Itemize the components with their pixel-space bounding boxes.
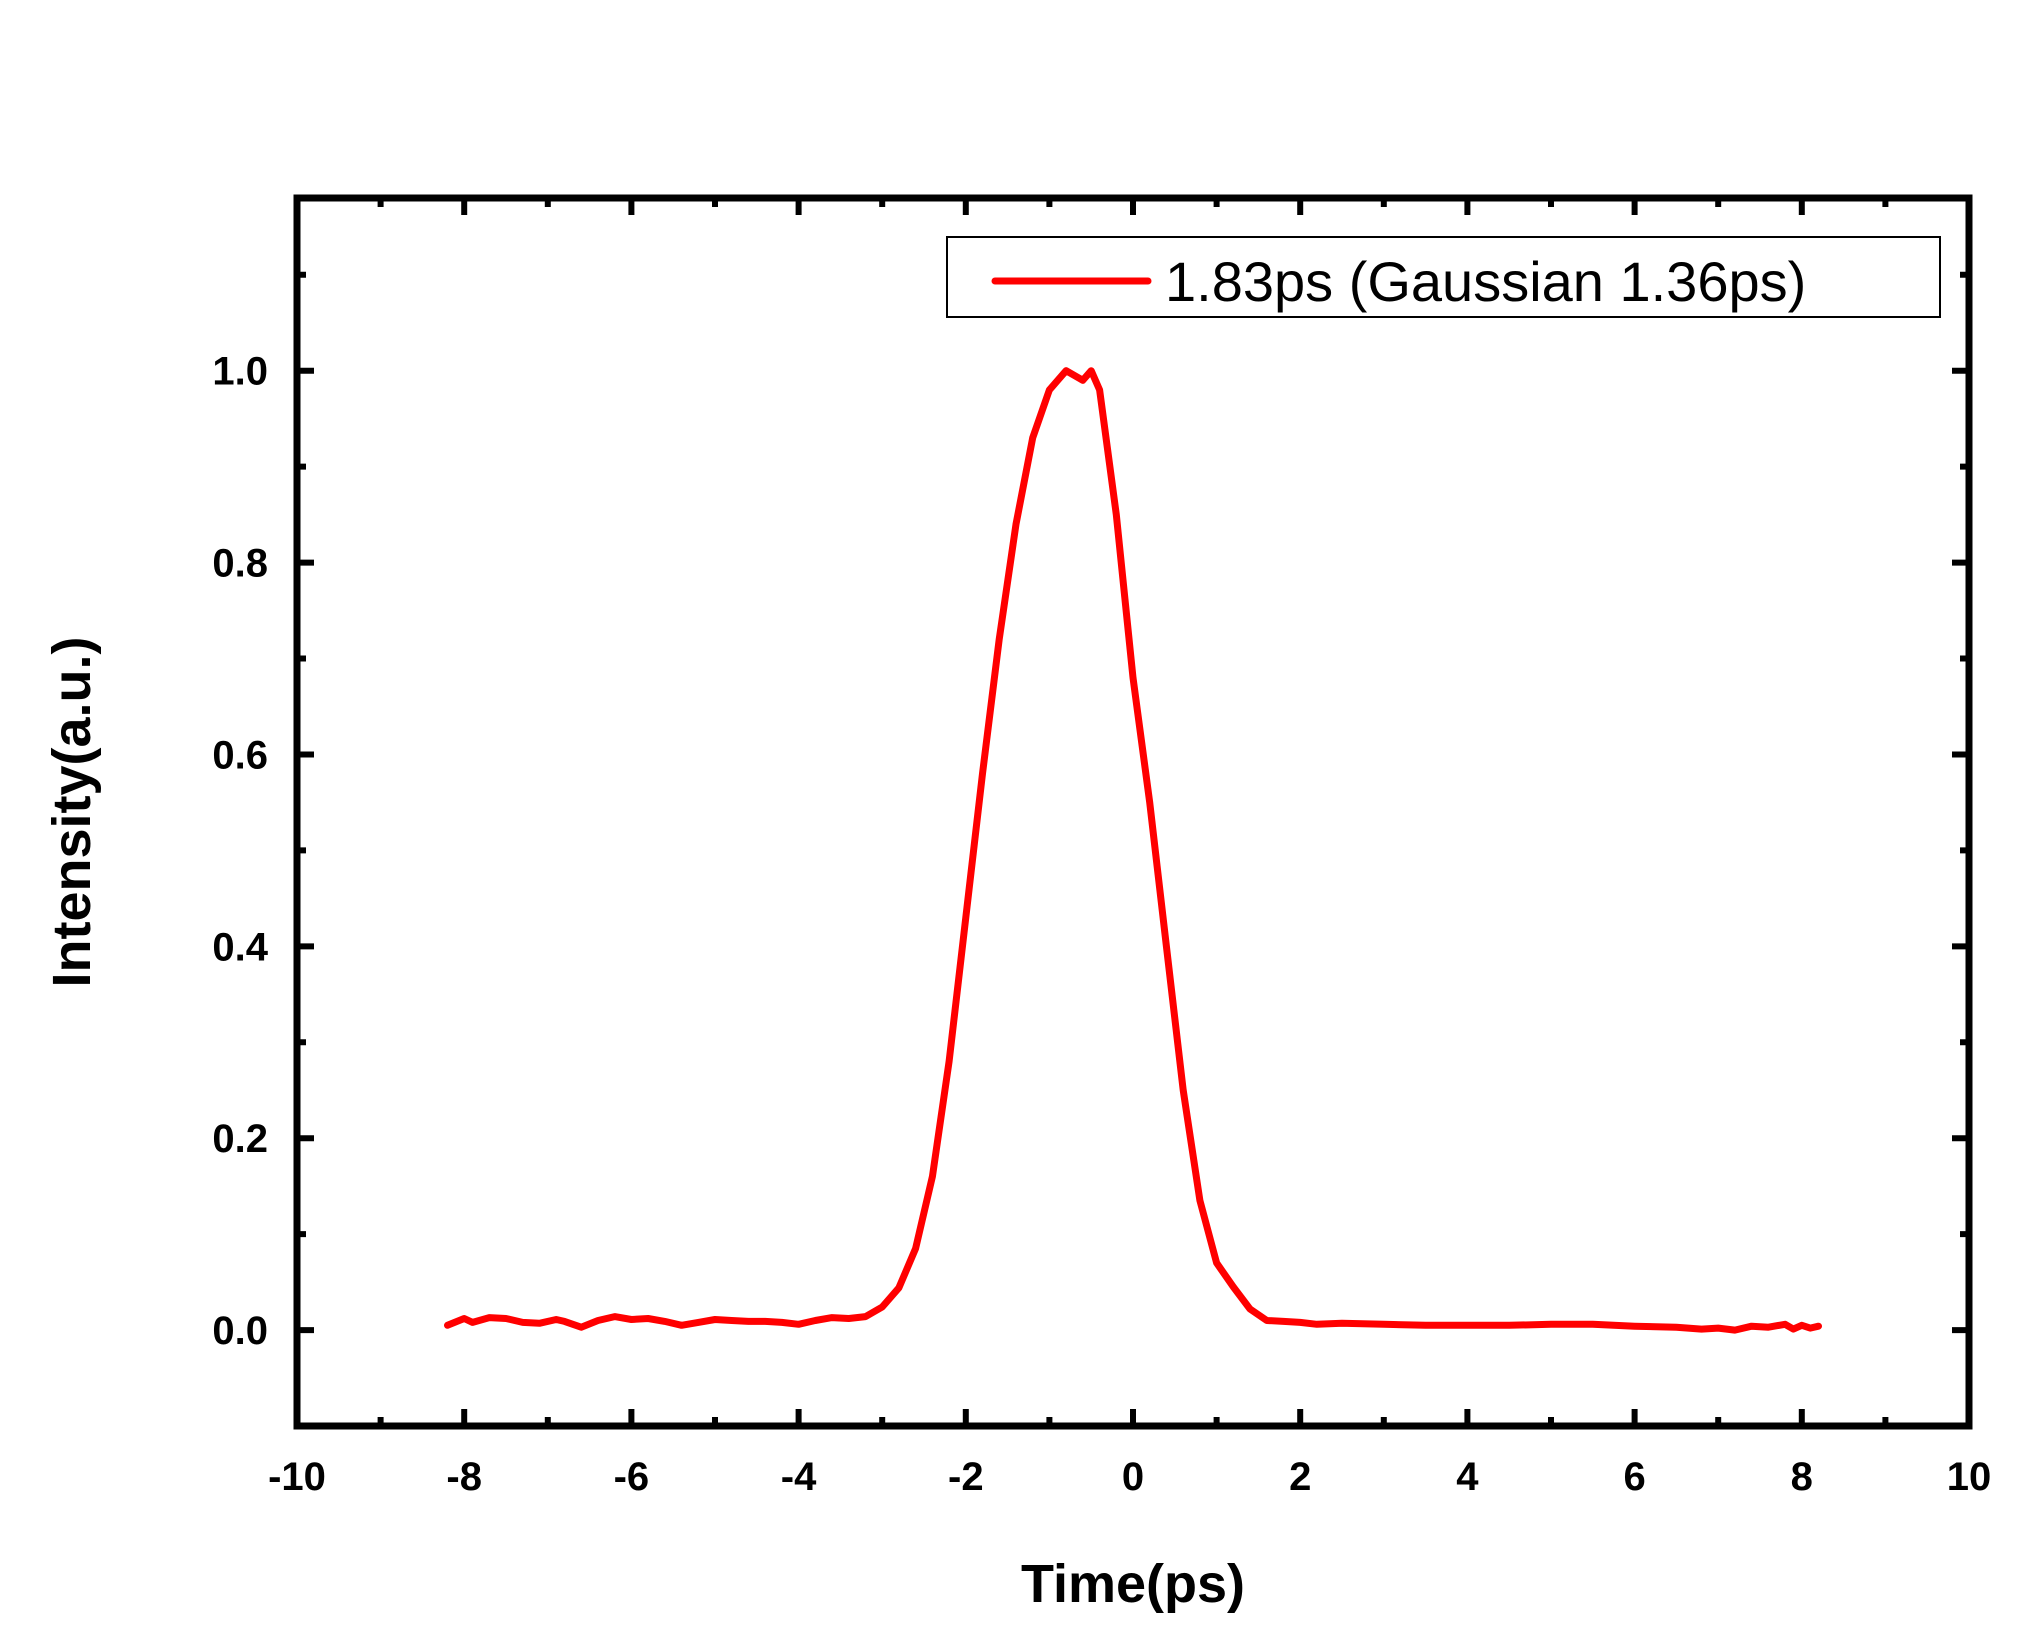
legend-label: 1.83ps (Gaussian 1.36ps) — [1165, 250, 1806, 313]
x-tick-label: 10 — [1947, 1455, 1992, 1499]
labels-layer: -10 -8 -6 -4 -2 0 2 4 6 8 10 0.0 0.2 0.4 0.6 0.8 1.0 — [212, 350, 1991, 1499]
y-tick-label: 0.4 — [212, 925, 268, 969]
x-tick-label: -6 — [614, 1455, 650, 1499]
x-tick-label: -4 — [781, 1455, 817, 1499]
y-tick-label: 0.8 — [212, 542, 268, 586]
legend-box — [946, 236, 1941, 318]
legend: 1.83ps (Gaussian 1.36ps) — [946, 236, 1941, 318]
x-tick-label: 2 — [1289, 1455, 1311, 1499]
plot-frame — [293, 194, 1973, 1430]
y-tick-label: 0.0 — [212, 1309, 268, 1353]
series-line — [444, 367, 1822, 1334]
y-tick-label: 1.0 — [212, 350, 268, 394]
series-layer — [444, 367, 1822, 1334]
y-tick-label: 0.6 — [212, 733, 268, 777]
x-tick-label: 0 — [1122, 1455, 1144, 1499]
x-tick-label: 6 — [1623, 1455, 1645, 1499]
x-tick-label: -10 — [268, 1455, 326, 1499]
x-tick-label: 4 — [1456, 1455, 1479, 1499]
x-tick-label: -2 — [948, 1455, 984, 1499]
x-tick-label: -8 — [446, 1455, 482, 1499]
x-axis-title: Time(ps) — [1021, 1554, 1245, 1614]
x-tick-label: 8 — [1791, 1455, 1813, 1499]
y-axis-title: Intensity(a.u.) — [42, 636, 102, 987]
y-tick-label: 0.2 — [212, 1117, 268, 1161]
